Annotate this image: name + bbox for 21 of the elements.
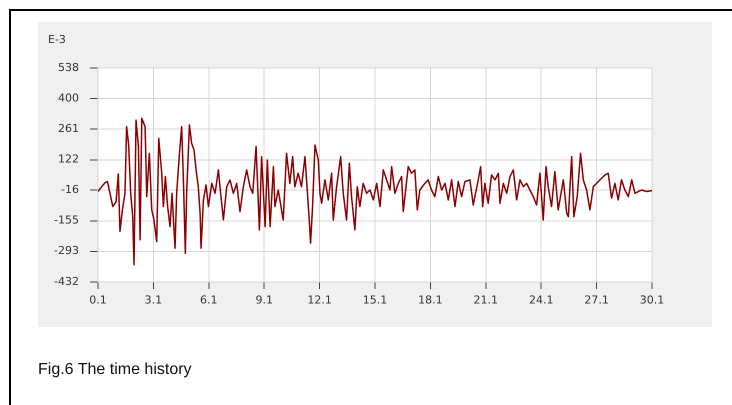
- x-tick-label: 12.1: [307, 293, 332, 306]
- y-tick-label: -432: [54, 274, 79, 288]
- x-tick-label: 0.1: [89, 293, 107, 306]
- y-tick-label: 122: [58, 152, 79, 166]
- x-tick-label: 27.1: [584, 293, 609, 306]
- x-tick-label: 6.1: [200, 293, 218, 306]
- y-tick-label: -155: [54, 214, 79, 227]
- x-tick-label: 18.1: [418, 293, 443, 306]
- x-tick-label: 30.1: [640, 293, 664, 306]
- x-tick-label: 3.1: [144, 293, 162, 306]
- y-tick-label: -293: [54, 244, 79, 258]
- x-tick-label: 21.1: [474, 293, 498, 306]
- caption: Fig.6 The time history: [38, 360, 192, 380]
- y-tick-label: 261: [58, 122, 79, 135]
- y-axis-title: E-3: [48, 32, 66, 46]
- x-tick-label: 9.1: [255, 293, 273, 306]
- y-tick-label: 538: [58, 60, 79, 74]
- y-tick-label: -16: [61, 183, 79, 196]
- x-tick-label: 24.1: [528, 293, 554, 306]
- x-tick-label: 15.1: [362, 293, 388, 306]
- y-tick-label: 400: [58, 91, 79, 104]
